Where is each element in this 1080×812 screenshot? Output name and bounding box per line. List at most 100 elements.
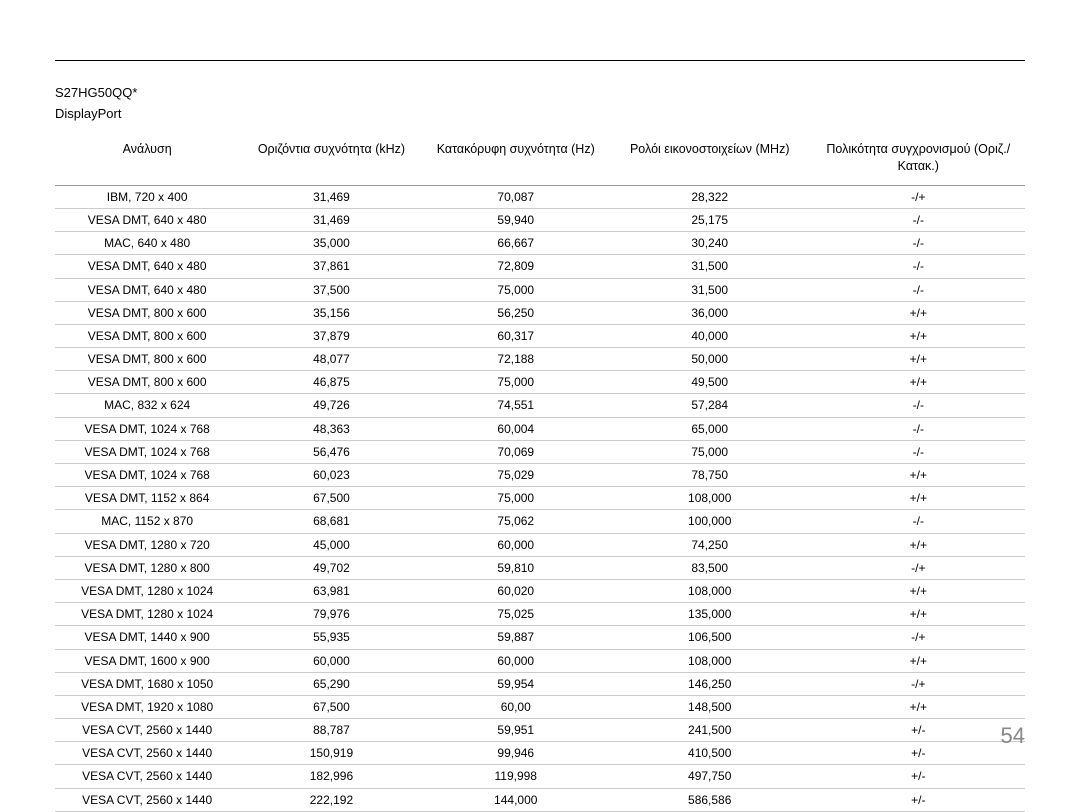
table-row: VESA DMT, 1600 x 90060,00060,000108,000+…	[55, 649, 1025, 672]
cell: 60,004	[424, 417, 608, 440]
cell: 67,500	[239, 487, 423, 510]
cell: 57,284	[608, 394, 812, 417]
cell: VESA CVT, 2560 x 1440	[55, 742, 239, 765]
cell: 50,000	[608, 348, 812, 371]
cell: 59,887	[424, 626, 608, 649]
table-row: VESA DMT, 1024 x 76856,47670,06975,000-/…	[55, 440, 1025, 463]
cell: 60,317	[424, 324, 608, 347]
cell: 30,240	[608, 232, 812, 255]
table-row: VESA DMT, 1280 x 80049,70259,81083,500-/…	[55, 556, 1025, 579]
table-row: VESA DMT, 1280 x 102479,97675,025135,000…	[55, 603, 1025, 626]
cell: 75,025	[424, 603, 608, 626]
cell: 88,787	[239, 719, 423, 742]
table-row: VESA DMT, 640 x 48037,50075,00031,500-/-	[55, 278, 1025, 301]
table-row: VESA DMT, 1680 x 105065,29059,954146,250…	[55, 672, 1025, 695]
cell: 49,726	[239, 394, 423, 417]
cell: VESA DMT, 1152 x 864	[55, 487, 239, 510]
cell: 37,861	[239, 255, 423, 278]
table-row: VESA DMT, 640 x 48031,46959,94025,175-/-	[55, 208, 1025, 231]
cell: 45,000	[239, 533, 423, 556]
cell: 75,000	[424, 371, 608, 394]
cell: 48,077	[239, 348, 423, 371]
cell: 35,156	[239, 301, 423, 324]
cell: 410,500	[608, 742, 812, 765]
cell: +/+	[812, 487, 1025, 510]
cell: 40,000	[608, 324, 812, 347]
cell: 37,879	[239, 324, 423, 347]
cell: +/-	[812, 742, 1025, 765]
cell: 241,500	[608, 719, 812, 742]
table-row: VESA DMT, 1440 x 90055,93559,887106,500-…	[55, 626, 1025, 649]
cell: 78,750	[608, 464, 812, 487]
table-row: VESA DMT, 800 x 60035,15656,25036,000+/+	[55, 301, 1025, 324]
cell: 182,996	[239, 765, 423, 788]
cell: 67,500	[239, 695, 423, 718]
cell: -/+	[812, 556, 1025, 579]
cell: 108,000	[608, 579, 812, 602]
cell: 144,000	[424, 788, 608, 811]
cell: 222,192	[239, 788, 423, 811]
cell: 60,020	[424, 579, 608, 602]
model-label: S27HG50QQ*	[55, 85, 1025, 100]
cell: 70,069	[424, 440, 608, 463]
cell: 75,062	[424, 510, 608, 533]
table-row: MAC, 1152 x 87068,68175,062100,000-/-	[55, 510, 1025, 533]
cell: 56,476	[239, 440, 423, 463]
cell: +/-	[812, 765, 1025, 788]
cell: VESA DMT, 800 x 600	[55, 371, 239, 394]
cell: 63,981	[239, 579, 423, 602]
cell: VESA DMT, 640 x 480	[55, 255, 239, 278]
cell: VESA DMT, 640 x 480	[55, 208, 239, 231]
cell: 60,000	[424, 649, 608, 672]
cell: VESA DMT, 800 x 600	[55, 348, 239, 371]
table-body: IBM, 720 x 40031,46970,08728,322-/+VESA …	[55, 185, 1025, 811]
cell: VESA CVT, 2560 x 1440	[55, 788, 239, 811]
cell: 79,976	[239, 603, 423, 626]
cell: 60,000	[239, 649, 423, 672]
cell: 100,000	[608, 510, 812, 533]
cell: +/-	[812, 788, 1025, 811]
cell: 60,023	[239, 464, 423, 487]
cell: 150,919	[239, 742, 423, 765]
cell: VESA DMT, 1280 x 1024	[55, 603, 239, 626]
cell: +/+	[812, 649, 1025, 672]
cell: VESA DMT, 1920 x 1080	[55, 695, 239, 718]
cell: 119,998	[424, 765, 608, 788]
cell: VESA CVT, 2560 x 1440	[55, 765, 239, 788]
table-row: VESA DMT, 1024 x 76860,02375,02978,750+/…	[55, 464, 1025, 487]
table-row: IBM, 720 x 40031,46970,08728,322-/+	[55, 185, 1025, 208]
table-row: VESA DMT, 640 x 48037,86172,80931,500-/-	[55, 255, 1025, 278]
top-divider	[55, 60, 1025, 61]
table-row: MAC, 832 x 62449,72674,55157,284-/-	[55, 394, 1025, 417]
table-row: VESA DMT, 1280 x 102463,98160,020108,000…	[55, 579, 1025, 602]
cell: +/-	[812, 719, 1025, 742]
cell: 65,000	[608, 417, 812, 440]
cell: 74,551	[424, 394, 608, 417]
cell: 74,250	[608, 533, 812, 556]
col-header-0: Ανάλυση	[55, 135, 239, 185]
cell: 31,469	[239, 208, 423, 231]
cell: 108,000	[608, 649, 812, 672]
port-label: DisplayPort	[55, 106, 1025, 121]
cell: 75,000	[608, 440, 812, 463]
cell: -/-	[812, 417, 1025, 440]
cell: -/-	[812, 440, 1025, 463]
cell: +/+	[812, 464, 1025, 487]
cell: 56,250	[424, 301, 608, 324]
cell: +/+	[812, 301, 1025, 324]
col-header-3: Ρολόι εικονοστοιχείων (MHz)	[608, 135, 812, 185]
cell: 135,000	[608, 603, 812, 626]
table-row: VESA DMT, 1280 x 72045,00060,00074,250+/…	[55, 533, 1025, 556]
cell: 59,810	[424, 556, 608, 579]
cell: MAC, 640 x 480	[55, 232, 239, 255]
cell: MAC, 1152 x 870	[55, 510, 239, 533]
cell: 55,935	[239, 626, 423, 649]
table-row: MAC, 640 x 48035,00066,66730,240-/-	[55, 232, 1025, 255]
cell: 75,000	[424, 487, 608, 510]
cell: 36,000	[608, 301, 812, 324]
cell: +/+	[812, 533, 1025, 556]
cell: 48,363	[239, 417, 423, 440]
cell: 31,500	[608, 278, 812, 301]
table-row: VESA CVT, 2560 x 1440182,996119,998497,7…	[55, 765, 1025, 788]
cell: 108,000	[608, 487, 812, 510]
